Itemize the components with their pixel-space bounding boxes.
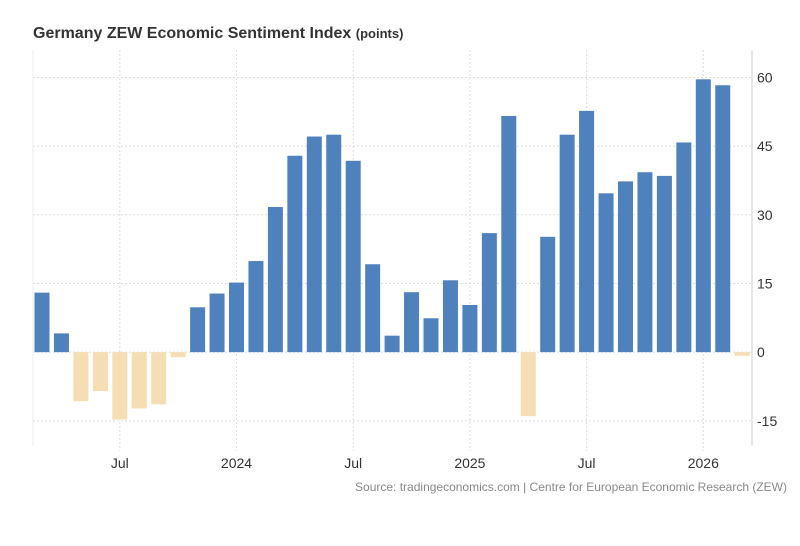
x-tick-label: 2025 (454, 455, 485, 471)
bar (131, 352, 147, 409)
bar (715, 85, 731, 353)
title-text: Germany ZEW Economic Sentiment Index (33, 25, 352, 42)
bar (287, 155, 303, 353)
source-note: Source: tradingeconomics.com | Centre fo… (355, 480, 787, 494)
bar (365, 264, 381, 353)
bar (190, 307, 206, 353)
bar (92, 352, 108, 392)
bar (345, 160, 361, 353)
bar (637, 172, 653, 353)
bar (267, 207, 283, 353)
bar (34, 292, 50, 353)
bar (656, 175, 672, 353)
x-tick-label: Jul (111, 455, 129, 471)
bar (209, 293, 225, 353)
bar (462, 304, 478, 353)
bar (229, 282, 244, 353)
chart-title: Germany ZEW Economic Sentiment Index (po… (33, 25, 403, 43)
bar (598, 193, 614, 353)
bar (695, 79, 711, 353)
x-tick-label: 2026 (688, 455, 719, 471)
bar (53, 333, 69, 353)
bar (501, 115, 517, 353)
bar (248, 261, 264, 353)
bar (306, 136, 322, 353)
x-tick-label: Jul (344, 455, 362, 471)
unit-label: (points) (355, 26, 404, 41)
y-tick-label: 15 (757, 275, 773, 291)
bar (442, 280, 458, 353)
bar (579, 110, 595, 353)
x-tick-label: 2024 (221, 455, 252, 471)
bar (734, 352, 750, 356)
bar (520, 352, 536, 417)
y-tick-label: -15 (757, 413, 777, 429)
y-tick-label: 60 (757, 69, 773, 85)
bar (423, 318, 439, 353)
bar (73, 352, 89, 402)
bar (404, 292, 420, 353)
bar (326, 134, 342, 353)
y-tick-label: 45 (757, 138, 773, 154)
bar (151, 352, 167, 405)
bar (559, 134, 575, 353)
y-tick-label: 30 (757, 207, 773, 223)
bar (618, 181, 633, 353)
bar (384, 335, 400, 353)
bar (540, 236, 556, 353)
bar (170, 352, 186, 358)
bar (676, 142, 692, 353)
bar (481, 233, 497, 353)
bar (112, 352, 128, 420)
x-tick-label: Jul (578, 455, 596, 471)
y-tick-label: 0 (757, 344, 765, 360)
